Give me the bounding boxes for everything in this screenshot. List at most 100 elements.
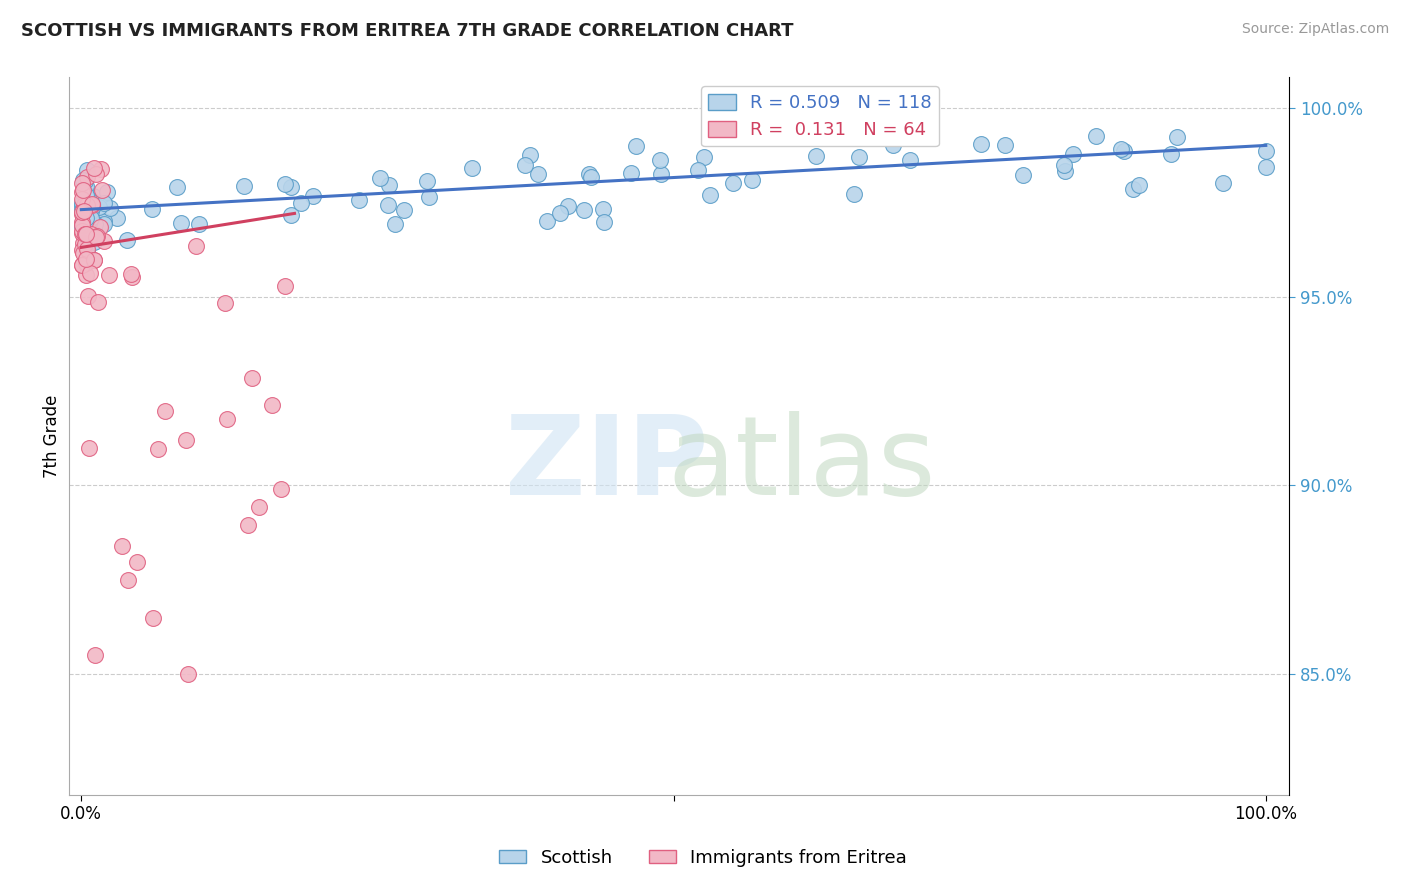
Point bbox=[76, 227, 98, 241]
Point bbox=[72, 185, 94, 199]
Point bbox=[110, 539, 132, 553]
Point bbox=[378, 178, 401, 192]
Point bbox=[83, 253, 105, 268]
Point bbox=[76, 229, 98, 244]
Point bbox=[75, 179, 97, 194]
Point bbox=[75, 231, 97, 245]
Point bbox=[72, 195, 94, 210]
Point bbox=[572, 203, 595, 218]
Point bbox=[75, 268, 97, 283]
Point bbox=[1122, 182, 1144, 196]
Point bbox=[166, 180, 188, 194]
Point bbox=[280, 208, 302, 222]
Point bbox=[75, 219, 97, 234]
Point bbox=[882, 138, 904, 153]
Point bbox=[1053, 158, 1076, 172]
Point bbox=[142, 610, 165, 624]
Point bbox=[72, 176, 94, 190]
Point bbox=[77, 213, 100, 227]
Point bbox=[76, 198, 98, 212]
Point bbox=[98, 202, 121, 216]
Point bbox=[900, 153, 922, 168]
Point bbox=[994, 138, 1017, 153]
Point bbox=[593, 215, 616, 229]
Point bbox=[80, 198, 103, 212]
Point bbox=[84, 167, 107, 181]
Point bbox=[115, 233, 138, 247]
Point bbox=[80, 194, 103, 208]
Point bbox=[592, 202, 614, 216]
Point bbox=[240, 371, 263, 385]
Point bbox=[75, 211, 97, 226]
Point bbox=[1012, 168, 1035, 182]
Point bbox=[270, 482, 292, 496]
Point bbox=[72, 183, 94, 197]
Point bbox=[72, 208, 94, 222]
Y-axis label: 7th Grade: 7th Grade bbox=[44, 394, 60, 478]
Point bbox=[76, 203, 98, 218]
Point bbox=[83, 235, 105, 249]
Point bbox=[82, 199, 104, 213]
Point bbox=[72, 224, 94, 238]
Point bbox=[93, 213, 115, 227]
Point bbox=[83, 227, 105, 241]
Point bbox=[125, 555, 148, 569]
Point bbox=[75, 255, 97, 269]
Point bbox=[247, 500, 270, 514]
Point bbox=[72, 207, 94, 221]
Point bbox=[648, 153, 671, 167]
Point bbox=[79, 266, 101, 280]
Point bbox=[72, 173, 94, 187]
Point bbox=[120, 267, 142, 281]
Point bbox=[368, 171, 391, 186]
Point bbox=[75, 252, 97, 267]
Point bbox=[797, 126, 820, 140]
Point bbox=[177, 667, 200, 681]
Point bbox=[153, 404, 176, 418]
Point bbox=[76, 243, 98, 257]
Point bbox=[73, 206, 96, 220]
Point bbox=[91, 183, 114, 197]
Point bbox=[84, 648, 107, 663]
Point bbox=[699, 187, 721, 202]
Point bbox=[302, 189, 325, 203]
Point bbox=[536, 213, 558, 227]
Point bbox=[513, 158, 536, 172]
Point bbox=[93, 234, 115, 248]
Point bbox=[232, 178, 254, 193]
Point bbox=[76, 233, 98, 247]
Legend: Scottish, Immigrants from Eritrea: Scottish, Immigrants from Eritrea bbox=[492, 842, 914, 874]
Point bbox=[72, 193, 94, 207]
Point bbox=[72, 219, 94, 233]
Point bbox=[557, 199, 579, 213]
Point bbox=[236, 517, 259, 532]
Point bbox=[970, 136, 993, 151]
Text: atlas: atlas bbox=[668, 411, 936, 518]
Point bbox=[83, 161, 105, 176]
Point bbox=[75, 227, 97, 242]
Point bbox=[290, 195, 312, 210]
Point bbox=[72, 258, 94, 272]
Point bbox=[72, 246, 94, 260]
Point bbox=[273, 278, 295, 293]
Point bbox=[73, 227, 96, 241]
Point bbox=[721, 176, 744, 190]
Point bbox=[86, 216, 108, 230]
Point bbox=[75, 241, 97, 255]
Point bbox=[90, 161, 112, 176]
Point bbox=[77, 222, 100, 236]
Point bbox=[693, 150, 716, 164]
Point bbox=[75, 197, 97, 211]
Point bbox=[1254, 145, 1277, 159]
Point bbox=[76, 243, 98, 257]
Point bbox=[1211, 176, 1233, 190]
Point bbox=[1128, 178, 1150, 192]
Point bbox=[77, 215, 100, 229]
Point bbox=[1166, 129, 1188, 144]
Point bbox=[83, 253, 105, 268]
Point bbox=[80, 196, 103, 211]
Point bbox=[842, 187, 865, 202]
Point bbox=[89, 219, 111, 234]
Point bbox=[188, 218, 211, 232]
Point bbox=[77, 214, 100, 228]
